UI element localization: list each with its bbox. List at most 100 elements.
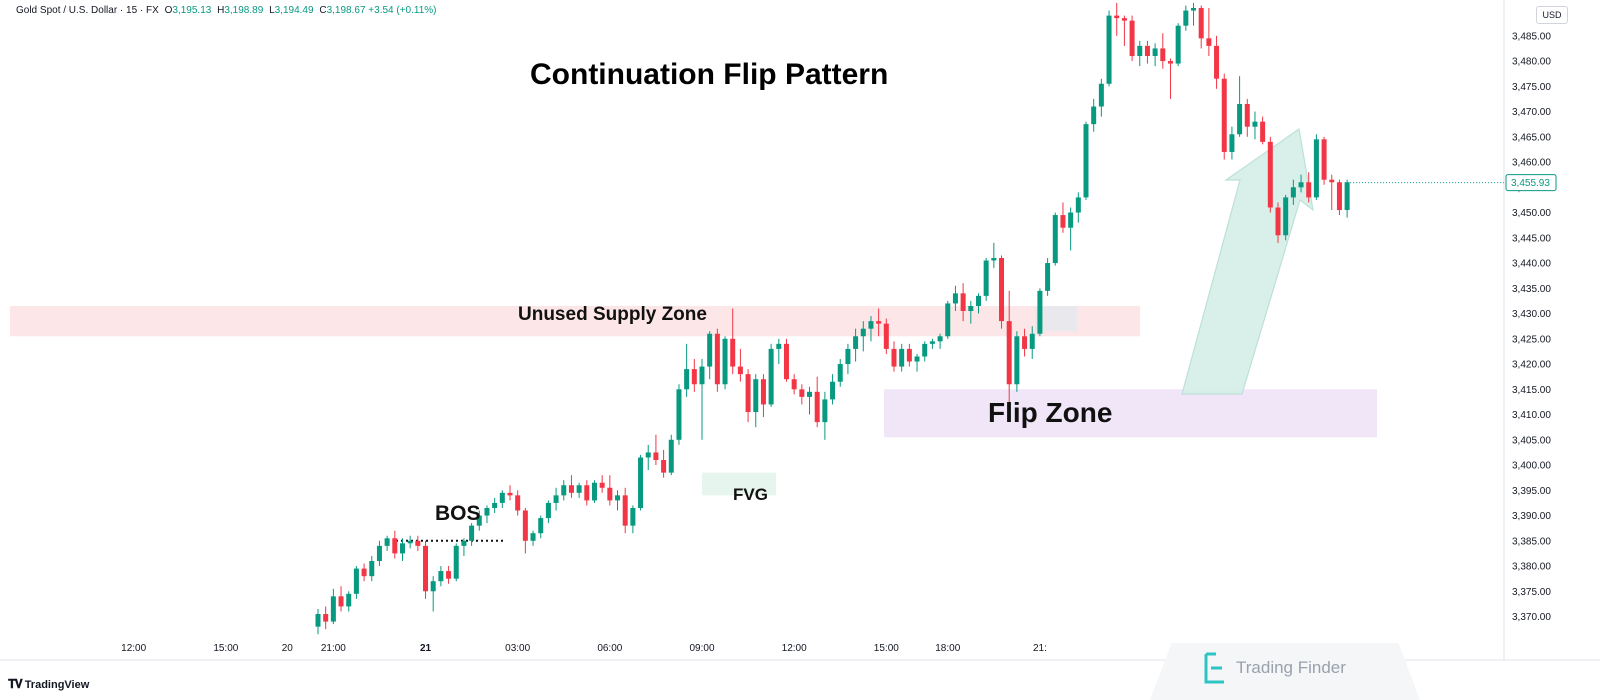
candle-bullish	[1252, 121, 1258, 127]
price-tick-label: 3,440.00	[1512, 259, 1551, 270]
time-tick-label: 12:00	[121, 643, 146, 654]
candle-bullish	[1106, 15, 1112, 84]
candle-bullish	[699, 366, 705, 385]
candle-bullish	[868, 321, 874, 329]
candle-bullish	[438, 571, 444, 582]
candle-bearish	[1144, 45, 1150, 56]
candle-bearish	[1329, 179, 1335, 183]
candle-bullish	[753, 379, 759, 413]
supply-zone-label: Unused Supply Zone	[518, 304, 707, 325]
candle-bullish	[484, 507, 490, 516]
candle-bullish	[1137, 45, 1143, 56]
change-value: +3.54 (+0.11%)	[368, 5, 437, 16]
candle-bullish	[407, 540, 413, 544]
symbol-name[interactable]: Gold Spot / U.S. Dollar · 15 · FX	[16, 5, 159, 16]
candle-bullish	[945, 303, 951, 337]
flip-zone-label: Flip Zone	[988, 397, 1113, 428]
candle-bearish	[599, 482, 605, 488]
bos-label: BOS	[435, 502, 481, 525]
time-tick-label: 06:00	[597, 643, 622, 654]
candle-bullish	[807, 391, 813, 397]
price-tick-label: 3,395.00	[1512, 486, 1551, 497]
price-tick-label: 3,400.00	[1512, 461, 1551, 472]
tradingview-icon: 𝐓𝐕	[8, 677, 23, 691]
candle-bearish	[1267, 141, 1273, 208]
candle-bearish	[1060, 215, 1066, 228]
symbol-header[interactable]: Gold Spot / U.S. Dollar · 15 · FX O3,195…	[16, 5, 437, 16]
candle-bullish	[1191, 8, 1197, 11]
candle-bullish	[914, 356, 920, 362]
candle-bullish	[591, 482, 597, 501]
candle-bearish	[999, 258, 1005, 322]
chart-title: Continuation Flip Pattern	[530, 58, 889, 91]
tradingview-logo[interactable]: 𝐓𝐕 TradingView	[8, 677, 89, 692]
price-tick-label: 3,405.00	[1512, 435, 1551, 446]
price-tick-label: 3,430.00	[1512, 309, 1551, 320]
candle-bearish	[814, 391, 820, 423]
candle-bullish	[1229, 134, 1235, 152]
candle-bullish	[1091, 106, 1097, 125]
time-tick-label: 20	[282, 643, 294, 654]
candle-bullish	[530, 533, 536, 541]
candle-bearish	[607, 487, 613, 501]
time-tick-label: 03:00	[505, 643, 530, 654]
candle-bearish	[691, 369, 697, 385]
candle-bearish	[1336, 182, 1342, 211]
price-tick-label: 3,450.00	[1512, 208, 1551, 219]
candle-bullish	[668, 439, 674, 473]
candle-bearish	[415, 540, 421, 546]
candle-bullish	[937, 336, 943, 342]
candle-bearish	[760, 379, 766, 405]
candle-bullish	[453, 545, 459, 579]
candle-bullish	[499, 492, 505, 503]
arrow-layer	[1181, 127, 1314, 395]
candle-bullish	[384, 538, 390, 546]
close-label: C	[319, 5, 327, 16]
unused-supply-zone-box	[10, 305, 1140, 337]
price-tick-label: 3,375.00	[1512, 587, 1551, 598]
candle-bearish	[622, 495, 628, 526]
candle-bullish	[538, 518, 544, 534]
low-label: L	[269, 5, 275, 16]
flip-zone-box	[884, 389, 1377, 438]
time-tick-label: 21:	[1033, 643, 1047, 654]
candle-bullish	[837, 364, 843, 382]
candle-bullish	[1183, 10, 1189, 26]
price-tick-label: 3,465.00	[1512, 132, 1551, 143]
candle-bearish	[338, 596, 344, 607]
candle-bullish	[722, 338, 728, 385]
candle-bearish	[783, 343, 789, 380]
candle-bullish	[630, 507, 636, 526]
candle-bearish	[1260, 121, 1266, 142]
candle-bullish	[1098, 83, 1104, 107]
watermark-backdrop	[1150, 643, 1420, 700]
candle-bearish	[1198, 8, 1204, 39]
candle-bullish	[684, 369, 690, 390]
candle-bearish	[522, 510, 528, 541]
candle-bullish	[1152, 48, 1158, 56]
candle-bullish	[476, 515, 482, 526]
candle-bullish	[1237, 103, 1243, 135]
price-tick-label: 3,420.00	[1512, 360, 1551, 371]
candle-bearish	[1121, 18, 1127, 21]
candle-bullish	[399, 543, 405, 554]
candle-bullish	[1029, 333, 1035, 349]
candle-bullish	[645, 452, 651, 458]
low-value: 3,194.49	[274, 5, 314, 16]
time-tick-label: 21	[420, 643, 432, 654]
candle-bearish	[1006, 321, 1012, 385]
candle-bullish	[638, 457, 644, 508]
price-tick-label: 3,370.00	[1512, 612, 1551, 623]
price-tick-label: 3,470.00	[1512, 107, 1551, 118]
candle-bearish	[714, 333, 720, 385]
price-tick-label: 3,385.00	[1512, 536, 1551, 547]
candle-bullish	[1037, 290, 1043, 334]
candle-bearish	[568, 485, 574, 493]
price-tick-label: 3,435.00	[1512, 284, 1551, 295]
price-axis: 3,370.00 3,375.00 3,380.00 3,385.00 3,390.00…	[1347, 31, 1557, 623]
candle-bearish	[323, 614, 329, 622]
currency-button[interactable]: USD	[1536, 6, 1568, 24]
time-tick-label: 12:00	[782, 643, 807, 654]
candle-bullish	[768, 348, 774, 405]
